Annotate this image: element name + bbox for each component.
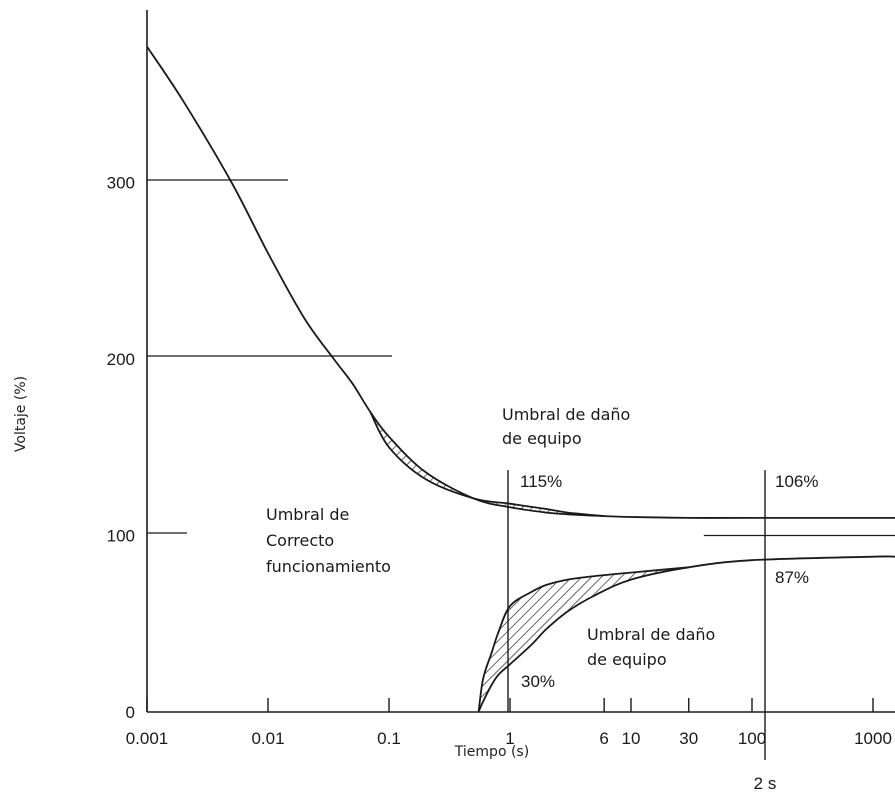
- lower-damage-label-1: Umbral de daño: [587, 625, 715, 644]
- y-ticks: 0 100 200 300: [107, 174, 135, 723]
- upper-damage-label-1: Umbral de daño: [502, 405, 630, 424]
- pct-115-label: 115%: [520, 472, 562, 491]
- lower-damage-label-2: de equipo: [587, 650, 667, 669]
- series-lower-outer: [477, 555, 895, 713]
- series-lower-inner: [477, 566, 689, 713]
- x-tick-label: 1000: [854, 729, 892, 748]
- y-tick-label: 0: [126, 703, 135, 722]
- x-tick-label: 1: [505, 729, 514, 748]
- lower-damage-band: [478, 567, 689, 712]
- x-tick-label: 0.001: [126, 729, 169, 748]
- x-tick-label: 100: [738, 729, 766, 748]
- y-axis-title: Voltaje (%): [13, 376, 29, 452]
- y-tick-label: 200: [107, 350, 135, 369]
- y-tick-label: 300: [107, 174, 135, 193]
- correct-label-2: Correcto: [266, 531, 334, 550]
- upper-damage-label-2: de equipo: [502, 429, 582, 448]
- correct-label-3: funcionamiento: [266, 557, 391, 576]
- x-tick-label: 0.1: [377, 729, 401, 748]
- marker-2s-label: 2 s: [754, 774, 777, 793]
- x-tick-label: 6: [599, 729, 608, 748]
- series-group: [146, 46, 895, 713]
- correct-label-1: Umbral de: [266, 505, 349, 524]
- x-tick-label: 30: [679, 729, 698, 748]
- pct-87-label: 87%: [775, 568, 809, 587]
- series-upper-outer: [146, 46, 895, 519]
- x-ticks: 0.001 0.01 0.1 1 6 10 30 100 1000: [126, 698, 892, 748]
- x-tick-label: 0.01: [251, 729, 284, 748]
- x-axis-title: Tiempo (s): [454, 744, 529, 760]
- pct-30-label: 30%: [521, 672, 555, 691]
- y-tick-label: 100: [107, 527, 135, 546]
- series-upper-inner: [369, 411, 605, 517]
- pct-106-label: 106%: [775, 472, 818, 491]
- x-tick-label: 10: [622, 729, 641, 748]
